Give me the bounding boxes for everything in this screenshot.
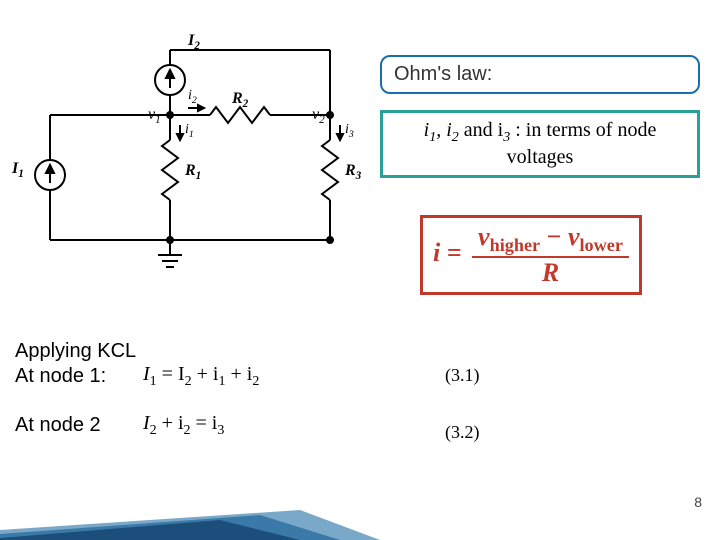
kcl-row-1: At node 1: I1 = I2 + i1 + i2 [15,363,259,390]
explain-line1: i1, i2 and i3 : in terms of node [393,119,687,146]
label-v2: v2 [312,106,325,126]
explain-box: i1, i2 and i3 : in terms of node voltage… [380,110,700,178]
label-v1: v1 [148,106,161,126]
kcl-node2-label: At node 2 [15,414,135,437]
page-number: 8 [694,494,702,510]
formula-lhs: i = [433,238,462,267]
label-R2: R2 [232,90,248,110]
kcl-row-2: At node 2 I2 + i2 = i3 [15,412,259,439]
label-R1: R1 [185,162,201,182]
label-i3: i3 [345,122,354,140]
eq-number-2: (3.2) [445,422,480,443]
explain-line2: voltages [393,146,687,169]
label-R3: R3 [345,162,361,182]
kcl-eq1: I1 = I2 + i1 + i2 [143,363,259,390]
kcl-eq2: I2 + i2 = i3 [143,412,224,439]
label-i1: i1 [185,122,194,140]
kcl-heading1: Applying KCL [15,340,259,363]
formula-box: i = vhigher − vlower R [420,215,642,295]
label-I1: I1 [12,160,24,180]
kcl-node1-label: At node 1: [15,365,135,388]
formula-fraction: vhigher − vlower R [472,222,629,288]
ohms-law-box: Ohm's law: [380,55,700,94]
circuit-diagram: I2 I1 R2 R1 R3 v1 v2 i1 i2 i3 [10,30,370,310]
eq-number-1: (3.1) [445,365,480,386]
label-i2: i2 [188,88,197,106]
label-I2: I2 [188,32,200,52]
ohms-law-title: Ohm's law: [394,63,492,85]
kcl-block: Applying KCL At node 1: I1 = I2 + i1 + i… [15,340,259,453]
slide-accent [0,480,720,540]
